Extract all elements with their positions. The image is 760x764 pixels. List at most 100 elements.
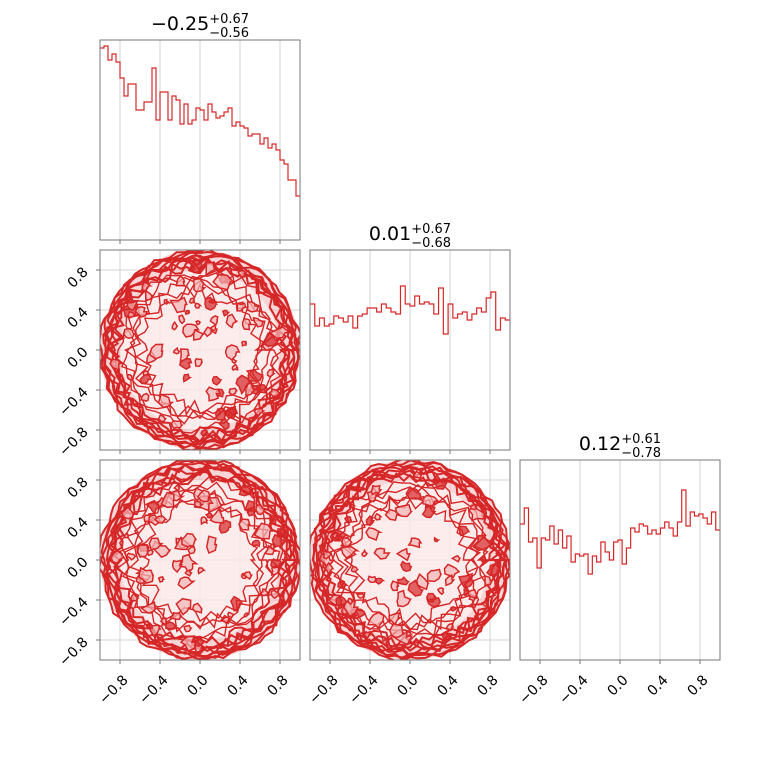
contour-blob <box>222 406 239 418</box>
contour-blob <box>270 589 283 600</box>
title-param-3-lower: −0.78 <box>621 446 661 461</box>
contour-blob <box>449 606 459 612</box>
contour-blob <box>246 301 260 313</box>
contour-blob <box>333 529 351 541</box>
contour-blob <box>264 544 277 556</box>
contour-blob <box>182 373 193 383</box>
contour-blob <box>436 587 445 596</box>
contour-blob <box>194 302 203 309</box>
contour-blob <box>321 550 333 560</box>
contour-blob <box>269 388 282 398</box>
contour-blob <box>252 316 264 328</box>
contour-ring <box>334 483 479 632</box>
contour-blob <box>411 470 423 479</box>
contour-blob <box>479 555 490 565</box>
contour-blob <box>405 631 414 639</box>
contour-blob <box>163 298 170 306</box>
contour-blob <box>395 547 411 562</box>
contour-blob <box>340 546 361 559</box>
contour-blob <box>463 588 469 597</box>
contour-blob <box>139 373 153 385</box>
contour-blob <box>148 537 164 551</box>
contour-blob <box>200 429 209 437</box>
contour-blob <box>157 576 165 583</box>
contour-blob <box>444 574 456 587</box>
contour-blob <box>349 502 357 509</box>
contour-blob <box>208 298 218 304</box>
contour-blob <box>140 392 150 403</box>
contour-blob <box>212 273 235 291</box>
contour-blob <box>365 526 384 541</box>
contour-blob <box>224 344 241 361</box>
contour-blob <box>127 310 137 319</box>
contour-blob <box>171 320 179 331</box>
contour-blob <box>269 514 281 526</box>
contour-blob <box>200 516 209 526</box>
contour-blob <box>347 597 355 606</box>
contour-blob <box>337 579 349 590</box>
contour-blob <box>450 555 461 563</box>
contour-blob <box>227 611 236 619</box>
contour-blob <box>136 544 151 558</box>
contour-blob <box>183 624 193 633</box>
contour-blob <box>471 534 495 552</box>
contour-blob <box>271 533 287 548</box>
contour-blob <box>480 601 489 607</box>
contour-blob <box>443 563 460 579</box>
contour-blob <box>458 572 476 590</box>
contour-ring <box>311 462 510 659</box>
contour-blob <box>332 532 340 539</box>
x-tick-label: 0.0 <box>395 672 422 699</box>
contour-blob <box>432 474 448 490</box>
panel-titles: −0.25+0.67−0.56 0.01+0.67−0.68 0.12+0.61−0… <box>151 12 661 461</box>
contour-blob <box>255 383 269 394</box>
contour-blob <box>367 575 378 584</box>
contour-blob <box>426 596 442 608</box>
contour-blob <box>405 487 423 502</box>
contour-blob <box>180 532 198 548</box>
contour-blob <box>188 297 196 304</box>
contour-ring <box>120 271 280 421</box>
contour-ring <box>135 282 266 417</box>
contour-blob <box>458 525 471 537</box>
contour-blob <box>160 491 175 509</box>
y-tick-label: −0.8 <box>56 634 91 669</box>
contour-blob <box>178 358 193 370</box>
contour-blob <box>192 277 207 293</box>
contour-blob <box>146 549 155 557</box>
contour-2-1 <box>310 460 510 660</box>
contour-blob <box>355 592 366 599</box>
contour-blob <box>231 363 239 372</box>
contour-blob <box>388 612 403 626</box>
histogram-2 <box>310 285 510 335</box>
contour-blob <box>175 274 186 287</box>
contour-blob <box>407 579 424 597</box>
contour-blob <box>445 622 455 631</box>
contour-blob <box>237 269 248 278</box>
contour-blob <box>168 611 183 621</box>
contour-blob <box>153 515 168 524</box>
contour-blob <box>205 386 222 402</box>
contour-blob <box>269 326 292 340</box>
contour-blob <box>361 548 368 558</box>
x-tick-label: −0.4 <box>346 672 381 707</box>
contour-blob <box>484 574 494 586</box>
title-param-1-lower: −0.56 <box>209 26 249 41</box>
contour-blob <box>145 621 153 630</box>
contour-blob <box>231 358 238 364</box>
x-tick-label: −0.4 <box>556 672 591 707</box>
contour-blob <box>178 314 186 325</box>
contour-blob <box>159 617 168 625</box>
contour-blob <box>205 535 218 555</box>
contour-ring <box>329 481 492 636</box>
contour-blob <box>141 281 153 292</box>
x-tick-label: 0.0 <box>185 672 212 699</box>
contour-blob <box>189 266 196 273</box>
contour-blob <box>350 565 360 573</box>
contour-blob <box>397 576 410 586</box>
contour-blob <box>236 302 247 312</box>
contour-blob <box>124 532 130 539</box>
contour-blob <box>204 512 214 519</box>
contour-blob <box>109 358 124 371</box>
contour-blob <box>388 622 408 638</box>
